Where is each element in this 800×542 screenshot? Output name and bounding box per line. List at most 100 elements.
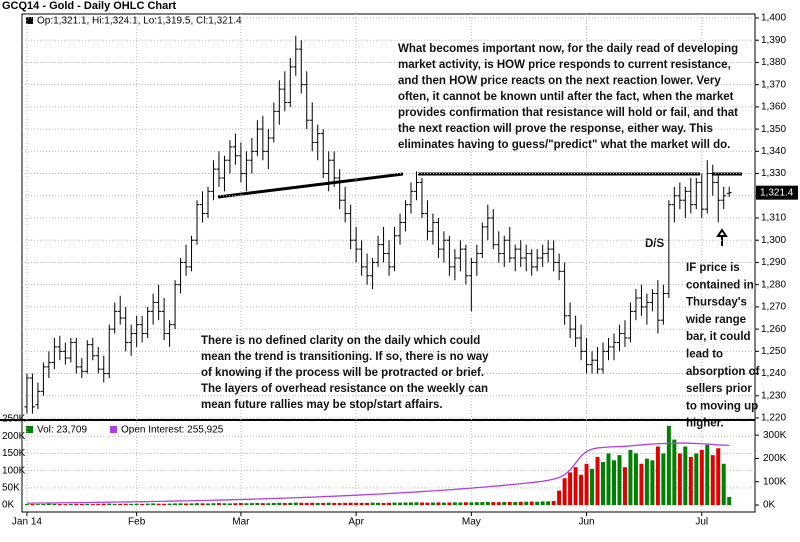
x-tick-label: Jan 14 <box>12 517 42 528</box>
volume-bar <box>688 456 693 506</box>
annotation: and then HOW price reacts on the next re… <box>398 75 721 87</box>
x-tick-label: May <box>462 517 481 528</box>
annotation: the next reaction will prove the respons… <box>398 123 713 135</box>
volume-bar <box>266 503 271 506</box>
volume-bar <box>518 501 523 506</box>
volume-bar <box>211 503 216 506</box>
volume-bar <box>173 503 178 506</box>
y-tick-label: 1,310 <box>761 213 786 224</box>
annotation: Thursday's <box>686 297 747 309</box>
volume-bar <box>238 503 243 506</box>
annotation: wide range <box>685 314 746 326</box>
oi-legend: Open Interest: 255,925 <box>121 425 224 436</box>
volume-bar <box>299 502 304 506</box>
annotation: provides confirmation that resistance wi… <box>398 107 738 119</box>
volume-bar <box>469 502 474 506</box>
volume-bar <box>255 502 260 506</box>
volume-bar <box>502 502 507 506</box>
volume-bar <box>145 503 150 506</box>
legend-swatch <box>110 426 117 433</box>
volume-bar <box>376 502 381 506</box>
volume-bar <box>52 503 57 506</box>
volume-bar <box>293 502 298 506</box>
volume-bar <box>249 503 254 506</box>
volume-bar <box>524 501 529 506</box>
volume-bar <box>134 503 139 506</box>
annotation: mean future rallies may be stop/start af… <box>201 399 443 411</box>
ds-label: D/S <box>645 238 665 250</box>
volume-bar <box>716 448 721 506</box>
volume-tick-label: 150K <box>2 448 26 459</box>
volume-bar <box>452 502 457 506</box>
annotation: mean the trend is transitioning. If so, … <box>201 351 489 363</box>
volume-bar <box>617 455 622 506</box>
volume-bar <box>529 501 534 506</box>
volume-bar <box>705 444 710 506</box>
volume-bar <box>184 503 189 506</box>
volume-bar <box>485 501 490 506</box>
annotation: The layers of overhead resistance on the… <box>201 383 488 395</box>
volume-bar <box>436 502 441 506</box>
volume-bar <box>85 503 90 506</box>
volume-bar <box>568 472 573 506</box>
volume-tick-label: 200K <box>2 431 26 442</box>
y-tick-label: 1,270 <box>761 302 786 313</box>
volume-bar <box>710 455 715 506</box>
volume-bar <box>216 503 221 506</box>
volume-bar <box>601 462 606 506</box>
y2-tick-label: 0K <box>763 500 776 511</box>
volume-bar <box>57 504 62 506</box>
volume-bar <box>315 503 320 506</box>
volume-bar <box>414 502 419 506</box>
y-tick-label: 1,230 <box>761 390 786 401</box>
y2-tick-label: 100K <box>763 476 787 487</box>
volume-bar <box>288 502 293 506</box>
volume-bar <box>178 503 183 506</box>
volume-bar <box>359 502 364 506</box>
volume-bar <box>639 463 644 506</box>
annotation: to moving up <box>686 400 758 412</box>
volume-bar <box>579 474 584 506</box>
last-price-box <box>756 185 798 200</box>
volume-bar <box>30 503 35 506</box>
y-tick-label: 1,360 <box>761 102 786 113</box>
volume-bar <box>535 501 540 506</box>
y2-tick-label: 300K <box>763 430 787 441</box>
volume-bar <box>200 503 205 506</box>
volume-bar <box>721 463 726 506</box>
volume-bar <box>474 502 479 506</box>
x-tick-label: Feb <box>128 517 146 528</box>
volume-bar <box>337 503 342 506</box>
chart-title: GCQ14 - Gold - Daily OHLC Chart <box>2 0 177 12</box>
volume-bar <box>63 504 68 506</box>
x-tick-label: Jul <box>695 517 708 528</box>
x-tick-label: Apr <box>348 517 364 528</box>
y-tick-label: 1,370 <box>761 79 786 90</box>
volume-bar <box>611 460 616 506</box>
volume-bar <box>140 503 145 506</box>
volume-bar <box>387 502 392 506</box>
volume-bar <box>584 463 589 506</box>
trend-line <box>217 172 404 199</box>
volume-bar <box>195 503 200 506</box>
volume-bar <box>222 503 227 506</box>
volume-bar <box>666 425 671 506</box>
volume-bar <box>381 502 386 506</box>
volume-bar <box>628 449 633 506</box>
annotation: eliminates having to guess/"predict" wha… <box>398 139 730 151</box>
volume-bar <box>156 503 161 506</box>
y-tick-label: 1,290 <box>761 257 786 268</box>
volume-bar <box>573 467 578 506</box>
volume-bar <box>271 502 276 506</box>
legend-swatch <box>26 17 33 24</box>
volume-bar <box>68 503 73 506</box>
volume-bar <box>513 502 518 506</box>
volume-bar <box>540 501 545 506</box>
x-tick-label: Jun <box>579 517 595 528</box>
annotation: There is no defined clarity on the daily… <box>201 335 480 347</box>
volume-bar <box>101 503 106 506</box>
volume-bar <box>326 502 331 506</box>
volume-bar <box>622 467 627 506</box>
